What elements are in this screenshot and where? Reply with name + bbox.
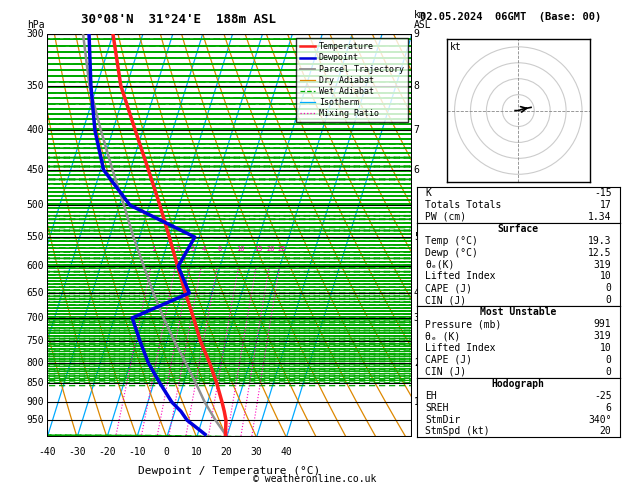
Text: Temp (°C): Temp (°C) xyxy=(425,236,478,246)
Text: 850: 850 xyxy=(26,378,44,388)
Text: Lifted Index: Lifted Index xyxy=(425,343,496,353)
Text: CAPE (J): CAPE (J) xyxy=(425,355,472,365)
Text: 950: 950 xyxy=(26,415,44,425)
Text: Dewpoint / Temperature (°C): Dewpoint / Temperature (°C) xyxy=(138,466,321,476)
Text: 6: 6 xyxy=(414,165,420,175)
Text: -25: -25 xyxy=(594,391,611,400)
Text: 0: 0 xyxy=(164,448,170,457)
Text: 19.3: 19.3 xyxy=(588,236,611,246)
Text: CAPE (J): CAPE (J) xyxy=(425,283,472,294)
Text: 700: 700 xyxy=(26,313,44,323)
Text: 3: 3 xyxy=(191,245,195,252)
Text: 12.5: 12.5 xyxy=(588,248,611,258)
Text: CIN (J): CIN (J) xyxy=(425,367,466,377)
Text: Mixing Ratio (g/kg): Mixing Ratio (g/kg) xyxy=(440,185,449,287)
Text: -30: -30 xyxy=(69,448,86,457)
Text: Totals Totals: Totals Totals xyxy=(425,200,501,210)
Text: 350: 350 xyxy=(26,81,44,91)
Text: EH: EH xyxy=(425,391,437,400)
Text: -40: -40 xyxy=(38,448,56,457)
Text: kt: kt xyxy=(450,42,462,52)
Text: Lifted Index: Lifted Index xyxy=(425,272,496,281)
Text: 340°: 340° xyxy=(588,415,611,425)
Text: 1: 1 xyxy=(152,245,155,252)
Text: 800: 800 xyxy=(26,358,44,367)
Text: hPa: hPa xyxy=(26,20,44,30)
Text: 2: 2 xyxy=(414,358,420,367)
Text: 7: 7 xyxy=(414,125,420,136)
Text: 6: 6 xyxy=(606,402,611,413)
Text: 40: 40 xyxy=(281,448,292,457)
Text: 0: 0 xyxy=(606,283,611,294)
Text: 450: 450 xyxy=(26,165,44,175)
Text: Surface: Surface xyxy=(498,224,539,234)
Text: 20: 20 xyxy=(267,245,276,252)
Text: 0: 0 xyxy=(606,367,611,377)
Text: CIN (J): CIN (J) xyxy=(425,295,466,305)
Text: 600: 600 xyxy=(26,261,44,271)
Text: 400: 400 xyxy=(26,125,44,136)
Text: km
ASL: km ASL xyxy=(414,10,431,30)
Text: 30°08'N  31°24'E  188m ASL: 30°08'N 31°24'E 188m ASL xyxy=(81,13,276,26)
Text: 10: 10 xyxy=(191,448,203,457)
Text: PW (cm): PW (cm) xyxy=(425,212,466,222)
Text: 750: 750 xyxy=(26,336,44,346)
Text: 1.34: 1.34 xyxy=(588,212,611,222)
Text: 4: 4 xyxy=(414,288,420,298)
Text: Most Unstable: Most Unstable xyxy=(480,307,557,317)
Text: © weatheronline.co.uk: © weatheronline.co.uk xyxy=(253,473,376,484)
Text: 15: 15 xyxy=(254,245,262,252)
Text: StmSpd (kt): StmSpd (kt) xyxy=(425,426,490,436)
Text: K: K xyxy=(425,188,431,198)
Text: 8: 8 xyxy=(414,81,420,91)
Text: 0: 0 xyxy=(606,295,611,305)
Text: 20: 20 xyxy=(221,448,233,457)
Text: θₑ (K): θₑ (K) xyxy=(425,331,460,341)
Text: 2: 2 xyxy=(175,245,180,252)
Text: SREH: SREH xyxy=(425,402,448,413)
Text: 991: 991 xyxy=(594,319,611,329)
Text: Pressure (mb): Pressure (mb) xyxy=(425,319,501,329)
Text: 6: 6 xyxy=(218,245,221,252)
Text: 300: 300 xyxy=(26,29,44,39)
Text: 4: 4 xyxy=(201,245,206,252)
Text: 3: 3 xyxy=(414,313,420,323)
Text: 0: 0 xyxy=(606,355,611,365)
Text: Hodograph: Hodograph xyxy=(492,379,545,389)
Text: 20: 20 xyxy=(599,426,611,436)
Text: 30: 30 xyxy=(250,448,262,457)
Text: 550: 550 xyxy=(26,232,44,242)
Text: StmDir: StmDir xyxy=(425,415,460,425)
Text: 25: 25 xyxy=(277,245,286,252)
Text: -15: -15 xyxy=(594,188,611,198)
Text: 9: 9 xyxy=(414,29,420,39)
Text: 02.05.2024  06GMT  (Base: 00): 02.05.2024 06GMT (Base: 00) xyxy=(420,12,601,22)
Text: 900: 900 xyxy=(26,397,44,407)
Text: θₑ(K): θₑ(K) xyxy=(425,260,455,270)
Text: 1LCL: 1LCL xyxy=(414,397,437,407)
Text: 650: 650 xyxy=(26,288,44,298)
Text: 10: 10 xyxy=(599,343,611,353)
Text: 10: 10 xyxy=(237,245,245,252)
Text: -20: -20 xyxy=(98,448,116,457)
Text: 500: 500 xyxy=(26,200,44,210)
Text: 5: 5 xyxy=(414,232,420,242)
Text: 319: 319 xyxy=(594,260,611,270)
Text: -10: -10 xyxy=(128,448,146,457)
Text: 10: 10 xyxy=(599,272,611,281)
Text: Dewp (°C): Dewp (°C) xyxy=(425,248,478,258)
Text: 319: 319 xyxy=(594,331,611,341)
Legend: Temperature, Dewpoint, Parcel Trajectory, Dry Adiabat, Wet Adiabat, Isotherm, Mi: Temperature, Dewpoint, Parcel Trajectory… xyxy=(296,38,408,122)
Text: 17: 17 xyxy=(599,200,611,210)
